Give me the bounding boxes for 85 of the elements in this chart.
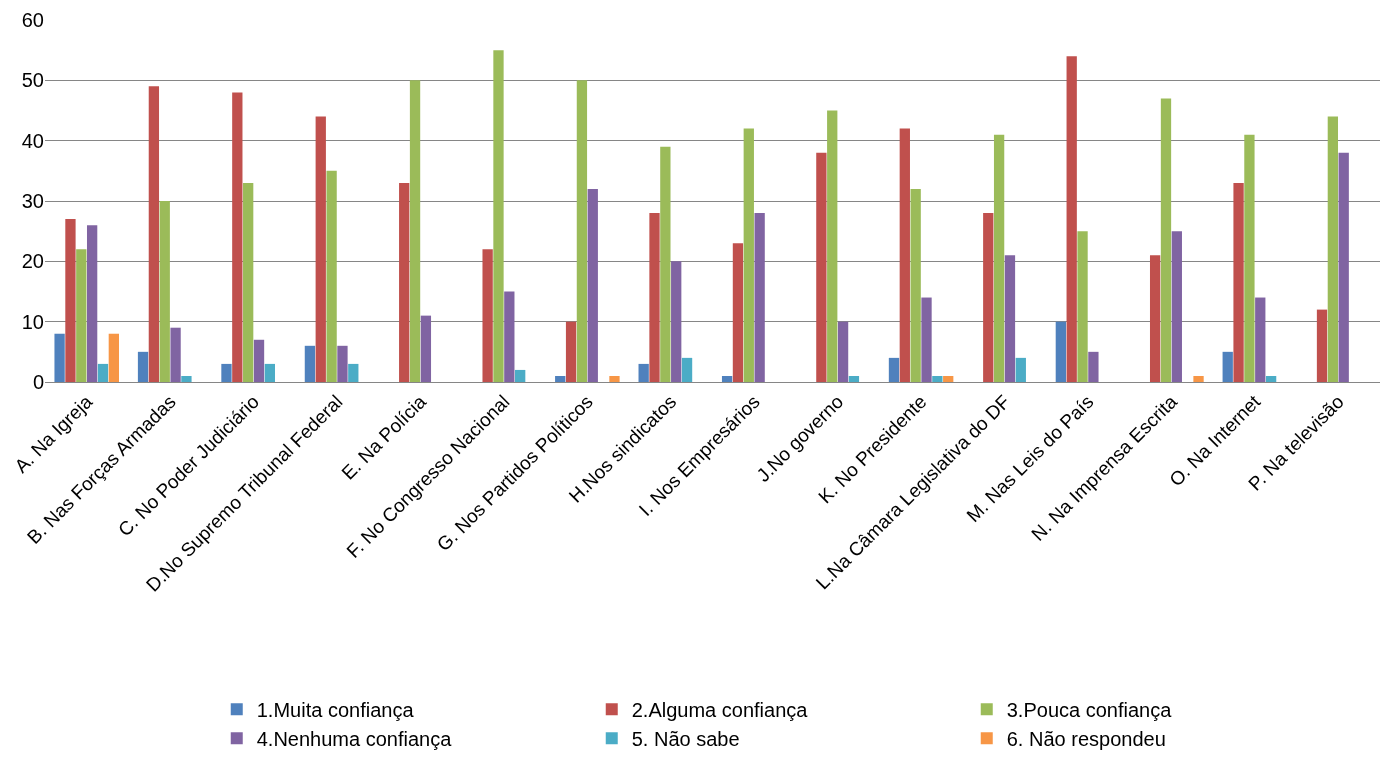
bar xyxy=(326,170,337,382)
bar xyxy=(1244,134,1255,382)
bar xyxy=(76,249,87,382)
bar xyxy=(565,321,577,382)
bar xyxy=(587,188,598,382)
bar xyxy=(137,351,149,382)
bar xyxy=(754,213,765,382)
bar xyxy=(54,333,65,382)
bar xyxy=(1004,255,1016,382)
bar xyxy=(932,375,943,382)
y-tick-label: 40 xyxy=(21,129,44,152)
legend-label: 4.Nenhuma confiança xyxy=(256,728,453,750)
legend-label: 1.Muita confiança xyxy=(256,699,415,721)
bar xyxy=(409,80,421,382)
bar xyxy=(1055,321,1066,382)
bar xyxy=(264,363,276,382)
bar xyxy=(910,188,921,382)
bar xyxy=(232,92,243,382)
bar xyxy=(660,146,671,382)
bar xyxy=(1233,182,1244,382)
bar xyxy=(681,357,693,382)
bar xyxy=(1066,56,1077,382)
bar xyxy=(493,50,504,382)
bar xyxy=(837,321,849,382)
bar xyxy=(221,363,232,382)
bar xyxy=(1327,116,1339,382)
bar xyxy=(65,219,76,382)
bar xyxy=(1193,375,1204,382)
bar xyxy=(732,243,744,382)
bar xyxy=(515,369,526,382)
bar xyxy=(983,213,994,382)
legend-label: 2.Alguma confiança xyxy=(631,699,809,721)
bar xyxy=(1077,231,1088,382)
bar xyxy=(337,345,348,382)
bar xyxy=(159,201,170,382)
bar xyxy=(1160,98,1172,382)
bar xyxy=(86,225,98,382)
legend-label: 5. Não sabe xyxy=(631,728,740,750)
bar xyxy=(97,363,109,382)
bar xyxy=(827,110,838,382)
bar xyxy=(315,116,326,382)
bar xyxy=(170,327,181,382)
bar xyxy=(921,297,932,382)
y-tick-label: 20 xyxy=(21,250,44,273)
legend-label: 3.Pouca confiança xyxy=(1006,699,1173,721)
bar xyxy=(609,375,620,382)
bar xyxy=(848,375,860,382)
bar xyxy=(1255,297,1266,382)
bar xyxy=(671,261,682,382)
bar xyxy=(1088,351,1099,382)
bar xyxy=(1015,357,1026,382)
bar xyxy=(993,134,1005,382)
bar xyxy=(399,182,410,382)
bar xyxy=(108,333,119,382)
bar xyxy=(638,363,649,382)
bar xyxy=(181,375,192,382)
y-tick-label: 60 xyxy=(21,9,44,31)
bar xyxy=(899,128,910,382)
y-tick-label: 30 xyxy=(21,190,44,212)
bar xyxy=(348,363,359,382)
bar xyxy=(649,213,660,382)
bar xyxy=(304,345,316,382)
bar xyxy=(504,291,515,382)
bar xyxy=(1338,152,1349,382)
legend-label: 6. Não respondeu xyxy=(1006,728,1166,750)
bar xyxy=(888,357,900,382)
bar xyxy=(148,86,160,382)
bar xyxy=(420,315,432,382)
bar xyxy=(1171,231,1182,382)
bar xyxy=(243,182,254,382)
y-tick-label: 50 xyxy=(21,69,44,92)
bar xyxy=(1316,309,1328,382)
bar xyxy=(576,80,588,382)
bar xyxy=(253,339,265,382)
bar xyxy=(555,375,566,382)
y-tick-label: 10 xyxy=(21,310,44,333)
bar xyxy=(743,128,754,382)
bar xyxy=(1222,351,1233,382)
bar xyxy=(943,375,954,382)
bar xyxy=(1149,255,1161,382)
bar xyxy=(1265,375,1277,382)
y-tick-label: 0 xyxy=(32,371,44,393)
bar xyxy=(816,152,827,382)
bar xyxy=(721,375,733,382)
bar xyxy=(482,249,493,382)
